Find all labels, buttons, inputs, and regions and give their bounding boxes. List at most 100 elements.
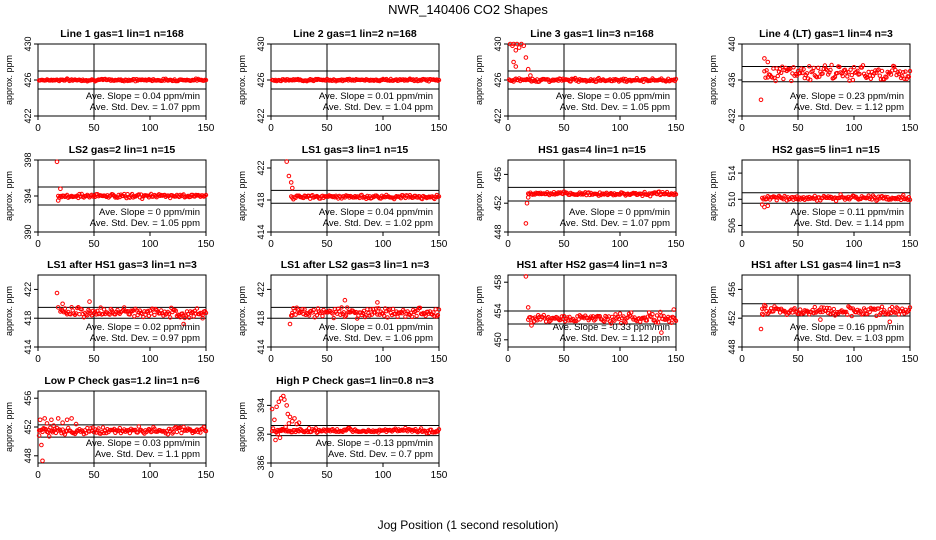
data-point: [302, 307, 307, 312]
data-point: [381, 313, 387, 318]
y-tick-label: 456: [493, 167, 503, 182]
y-axis-label: approx. ppm: [474, 171, 484, 221]
data-point: [661, 313, 666, 319]
data-point: [671, 307, 677, 312]
data-point: [799, 66, 804, 71]
data-point: [127, 430, 133, 436]
x-tick-label: 100: [375, 123, 392, 134]
y-axis-label: approx. ppm: [237, 286, 247, 336]
data-point: [893, 310, 898, 315]
data-point: [272, 417, 277, 423]
data-point: [343, 313, 349, 318]
data-point: [49, 417, 54, 423]
x-tick-label: 0: [268, 354, 274, 365]
y-tick-label: 422: [256, 282, 266, 297]
y-tick-label: 440: [727, 36, 737, 51]
x-tick-label: 150: [431, 123, 448, 134]
y-tick-label: 426: [23, 72, 33, 87]
y-tick-label: 510: [727, 192, 737, 207]
y-tick-label: 452: [23, 419, 33, 434]
y-axis-label: approx. ppm: [237, 402, 247, 452]
data-point: [876, 306, 881, 311]
data-point: [132, 314, 137, 319]
data-point: [666, 314, 671, 320]
data-point: [770, 75, 775, 80]
data-point: [765, 203, 771, 209]
data-point: [516, 45, 522, 50]
data-point: [849, 72, 854, 78]
data-point: [773, 78, 778, 84]
y-tick-label: 458: [493, 275, 503, 290]
stddev-annotation: Ave. Std. Dev. = 1.03 ppm: [794, 333, 904, 344]
data-point: [669, 320, 674, 325]
data-point: [55, 305, 61, 310]
data-point: [629, 310, 634, 315]
data-point: [54, 290, 60, 296]
data-point: [845, 74, 850, 79]
x-tick-label: 0: [268, 470, 274, 481]
data-point: [36, 433, 42, 438]
data-point: [415, 307, 420, 313]
data-point: [613, 312, 618, 317]
y-tick-label: 422: [23, 108, 33, 123]
data-point: [850, 77, 856, 83]
data-point: [69, 416, 74, 421]
slope-annotation: Ave. Slope = -0.13 ppm/min: [316, 438, 433, 449]
data-point: [284, 159, 290, 164]
data-point: [173, 308, 179, 313]
y-axis-label: approx. ppm: [474, 55, 484, 105]
data-point: [848, 67, 853, 72]
data-point: [794, 73, 800, 78]
data-point: [807, 64, 812, 69]
data-point: [816, 65, 821, 71]
data-point: [884, 75, 889, 80]
data-point: [37, 417, 43, 423]
data-point: [901, 192, 906, 198]
data-point: [811, 310, 816, 316]
data-point: [525, 305, 531, 310]
x-tick-label: 100: [612, 239, 629, 250]
data-point: [431, 310, 436, 315]
data-point: [292, 416, 297, 421]
data-point: [331, 315, 336, 321]
x-tick-label: 150: [668, 239, 685, 250]
stddev-annotation: Ave. Std. Dev. = 1.12 ppm: [794, 102, 904, 113]
data-point: [42, 416, 48, 421]
data-point: [409, 314, 415, 319]
data-point: [286, 173, 292, 179]
data-point: [804, 71, 810, 76]
data-point: [40, 458, 45, 464]
data-point: [341, 310, 346, 315]
x-tick-label: 100: [375, 239, 392, 250]
data-point: [760, 306, 765, 311]
data-point: [96, 426, 101, 431]
x-tick-label: 0: [739, 239, 745, 250]
y-tick-label: 422: [256, 160, 266, 175]
x-tick-label: 100: [375, 354, 392, 365]
y-tick-label: 430: [493, 36, 503, 51]
data-point: [203, 310, 209, 316]
data-point: [64, 417, 70, 423]
x-tick-label: 0: [505, 354, 511, 365]
data-point: [281, 393, 286, 399]
data-point: [145, 308, 151, 314]
y-tick-label: 456: [727, 282, 737, 297]
slope-annotation: Ave. Slope = 0.04 ppm/min: [319, 207, 433, 218]
data-point: [658, 309, 663, 315]
y-tick-label: 414: [256, 339, 266, 354]
data-point: [46, 434, 52, 439]
data-point: [384, 309, 389, 314]
panel-title: LS1 gas=3 lin=1 n=15: [302, 144, 409, 156]
data-point: [763, 304, 768, 309]
data-point: [801, 67, 806, 72]
data-point: [320, 313, 325, 319]
data-point: [390, 306, 396, 312]
data-point: [528, 73, 533, 78]
y-tick-label: 436: [727, 72, 737, 87]
data-point: [820, 71, 825, 76]
x-tick-label: 150: [431, 239, 448, 250]
x-tick-label: 100: [142, 123, 159, 134]
x-tick-label: 50: [88, 239, 100, 250]
data-point: [612, 318, 617, 323]
data-point: [758, 97, 764, 103]
